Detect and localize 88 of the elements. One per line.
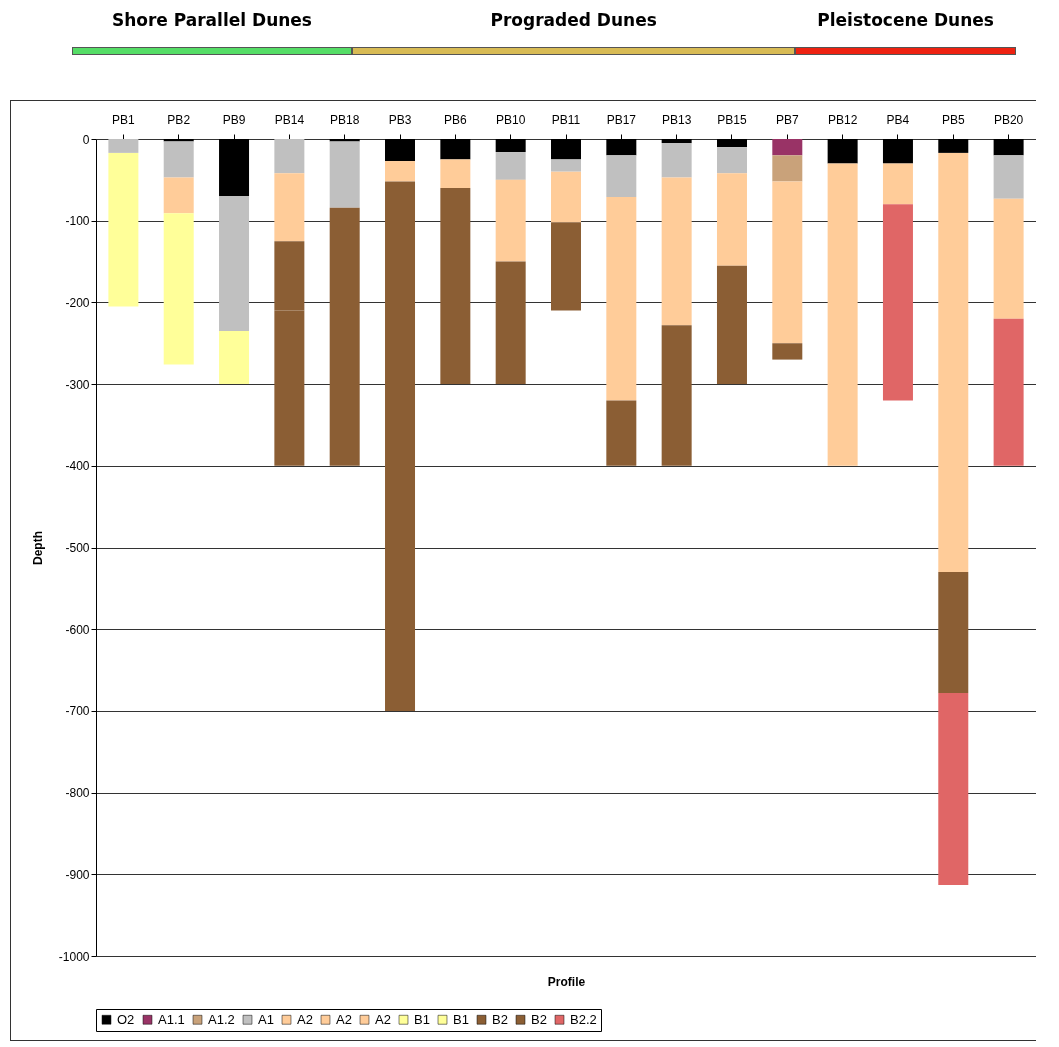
bar	[661, 177, 692, 326]
bar	[385, 161, 416, 182]
y-tick-label: -100	[65, 214, 90, 229]
bar	[772, 343, 803, 360]
x-tick-label: PB14	[274, 112, 305, 127]
bar	[661, 325, 692, 466]
legend-label: B1	[453, 1011, 469, 1027]
bar	[938, 152, 969, 573]
bar	[938, 692, 969, 885]
bar	[772, 181, 803, 344]
bar	[440, 159, 471, 189]
x-tick-label: PB20	[993, 112, 1024, 127]
text: Prograded Dunes	[490, 10, 657, 30]
bar	[772, 139, 803, 156]
bar	[274, 173, 305, 242]
x-axis-title: Profile	[547, 974, 586, 989]
x-tick-label: PB1	[112, 112, 136, 127]
text: Pleistocene Dunes	[817, 10, 994, 30]
legend-label: A2	[297, 1011, 313, 1027]
x-tick-label: PB5	[941, 112, 965, 127]
x-tick-label: PB18	[330, 112, 360, 127]
x-tick-label: PB13	[661, 112, 692, 127]
bar	[108, 152, 139, 307]
bar	[440, 188, 471, 385]
y-tick-label: -300	[65, 377, 90, 392]
bar	[606, 155, 637, 198]
bar	[329, 141, 360, 208]
legend-label: A2	[375, 1011, 391, 1027]
bar	[108, 139, 139, 153]
y-tick-label: -700	[65, 704, 90, 719]
legend-label: A1.1	[158, 1011, 185, 1027]
legend-label: B1	[414, 1011, 430, 1027]
x-tick-label: PB17	[606, 112, 637, 127]
bar	[882, 163, 913, 205]
bar	[938, 572, 969, 693]
legend-label: B2.2	[570, 1011, 597, 1027]
bar	[274, 139, 305, 174]
x-tick-label: PB3	[388, 112, 412, 127]
x-tick-label: PB15	[717, 112, 747, 127]
legend-label: B2	[492, 1011, 508, 1027]
y-tick-label: -400	[65, 459, 90, 474]
legend-label: A1	[258, 1011, 274, 1027]
legend-label: B2	[531, 1011, 547, 1027]
bar	[551, 222, 581, 311]
bar	[163, 141, 194, 178]
x-tick-label: PB12	[827, 112, 858, 127]
x-tick-label: PB6	[444, 112, 468, 127]
y-axis-title: Depth	[30, 531, 45, 565]
legend-label: O2	[117, 1011, 135, 1027]
bar	[219, 331, 250, 385]
x-tick-label: PB4	[886, 112, 910, 127]
bar	[551, 171, 581, 223]
bar	[716, 173, 747, 266]
bar	[606, 197, 637, 401]
bar	[385, 181, 416, 711]
y-tick-label: -500	[65, 541, 90, 555]
bar	[495, 179, 526, 262]
bar	[993, 318, 1024, 466]
bar	[716, 147, 747, 174]
bar	[661, 143, 692, 178]
y-tick-label: -900	[65, 867, 90, 882]
y-tick-label: -800	[65, 786, 90, 801]
y-tick-label: -600	[65, 622, 90, 637]
legend-label: A1.2	[208, 1011, 235, 1027]
bar	[551, 159, 581, 172]
bar	[163, 177, 194, 214]
bar	[993, 198, 1024, 319]
bar	[163, 213, 194, 365]
x-tick-label: PB10	[495, 112, 526, 127]
text: Shore Parallel Dunes	[111, 10, 312, 30]
y-tick-label: 0	[82, 132, 90, 147]
x-tick-label: PB11	[551, 112, 581, 127]
bar	[772, 155, 803, 182]
bar	[993, 155, 1024, 199]
x-tick-label: PB9	[222, 112, 246, 127]
bar	[827, 163, 858, 466]
y-tick-label: -200	[65, 295, 90, 310]
x-tick-label: PB2	[167, 112, 191, 127]
bar	[882, 204, 913, 401]
bar	[716, 265, 747, 385]
y-tick-label: -1000	[58, 949, 90, 964]
bar	[219, 196, 250, 331]
bar	[495, 261, 526, 385]
bar	[329, 207, 360, 466]
x-tick-label: PB7	[775, 112, 799, 127]
bar	[606, 400, 637, 466]
bar	[495, 152, 526, 180]
legend-label: A2	[336, 1011, 352, 1027]
